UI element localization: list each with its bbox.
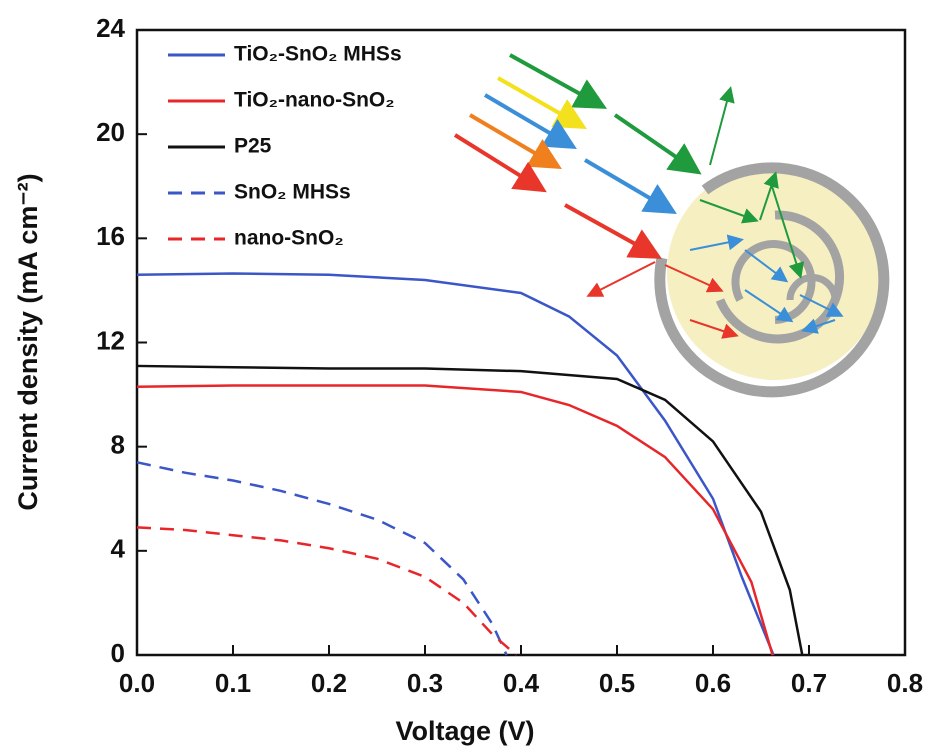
x-tick-label: 0.6	[695, 668, 731, 698]
x-axis-title: Voltage (V)	[395, 716, 534, 746]
x-tick-label: 0.4	[503, 668, 540, 698]
legend-label: P25	[234, 135, 272, 158]
line-series	[137, 462, 507, 655]
y-tick-label: 20	[96, 117, 125, 147]
y-tick-label: 16	[96, 221, 125, 251]
x-tick-label: 0.5	[599, 668, 635, 698]
x-tick-label: 0.1	[215, 668, 251, 698]
line-series	[137, 366, 802, 655]
y-tick-label: 24	[96, 13, 125, 43]
x-tick-label: 0.2	[311, 668, 347, 698]
y-tick-label: 8	[111, 430, 125, 460]
x-tick-label: 0.7	[791, 668, 827, 698]
line-series	[137, 527, 516, 655]
x-tick-label: 0.8	[887, 668, 923, 698]
y-tick-label: 4	[111, 534, 126, 564]
legend-label: TiO₂-nano-SnO₂	[234, 89, 395, 112]
legend-label: nano-SnO₂	[234, 227, 344, 250]
x-tick-label: 0.0	[119, 668, 155, 698]
line-series	[137, 385, 773, 655]
legend-label: SnO₂ MHSs	[234, 181, 351, 204]
y-tick-label: 0	[111, 638, 125, 668]
y-axis-title: Current density (mA cm⁻²)	[13, 173, 43, 510]
x-tick-label: 0.3	[407, 668, 443, 698]
illustration	[455, 55, 884, 392]
chart: Voltage (V) Current density (mA cm⁻²) 0.…	[0, 0, 925, 751]
legend-label: TiO₂-SnO₂ MHSs	[234, 43, 402, 66]
y-tick-label: 12	[96, 325, 125, 355]
